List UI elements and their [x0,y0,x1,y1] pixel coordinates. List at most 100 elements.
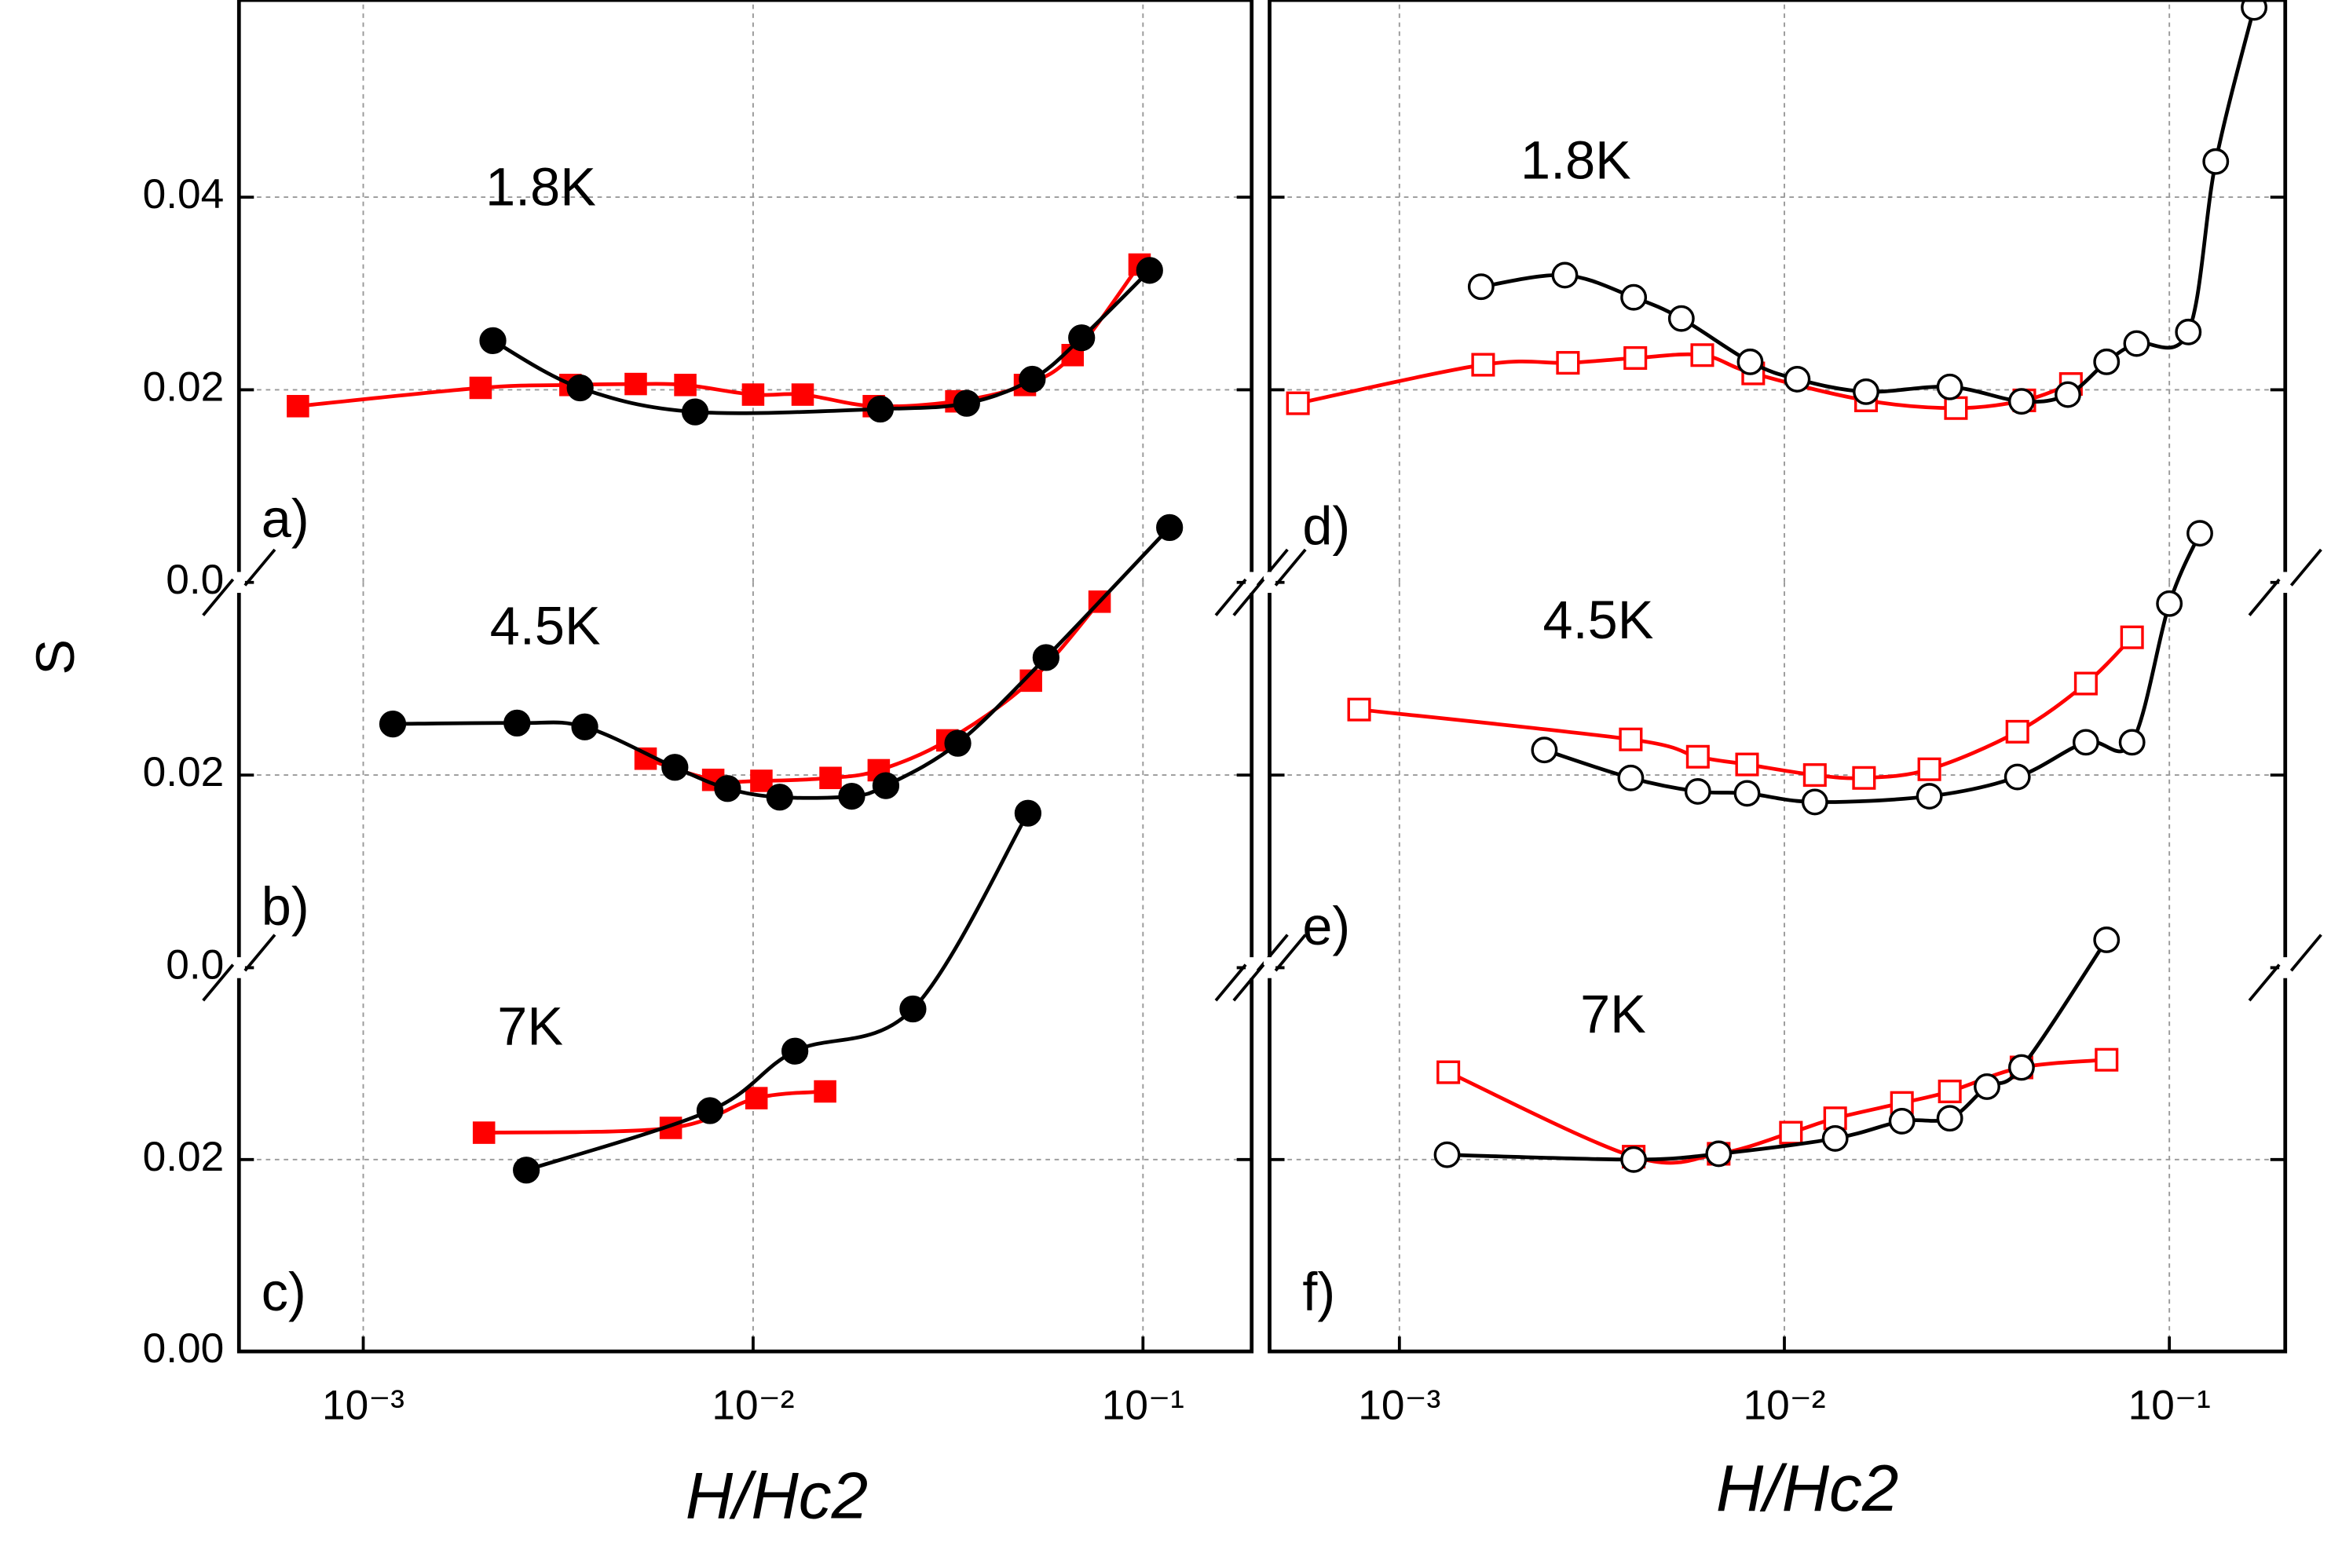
axis-break [1274,934,1307,972]
marker [479,327,507,354]
marker [287,395,309,418]
y-tick-label: 0.0 [166,941,224,988]
marker [1617,764,1645,791]
marker [2241,0,2267,21]
y-tick-label: 0.00 [143,1325,225,1372]
x-tick-label: 10⁻¹ [2128,1383,2211,1429]
marker [1347,697,1371,722]
marker [513,1157,540,1184]
marker [1690,343,1714,367]
marker [1156,514,1184,541]
frame [1268,0,2288,1354]
marker [745,1087,768,1109]
marker [1802,763,1827,788]
marker [1938,1080,1962,1104]
x-tick-label: 10⁻³ [322,1383,404,1429]
marker [866,395,895,423]
axis-break [1274,548,1307,587]
axis-break [202,578,235,616]
marker [1471,353,1495,377]
x-axis-label: H/Hc2 [1716,1451,1898,1525]
y-tick-label: 0.04 [143,171,225,217]
panel-label: c) [262,1262,306,1322]
x-tick-label: 10⁻² [712,1383,794,1429]
marker [661,754,689,781]
series-line [1447,938,2109,1162]
marker [1852,766,1876,790]
marker [838,782,865,810]
marker [503,709,531,736]
axis-break [2289,934,2322,972]
y-tick-label: 0.02 [143,364,225,410]
x-tick-label: 10⁻¹ [1102,1383,1184,1429]
marker [696,1097,724,1124]
marker [1667,305,1695,332]
axis-break-gap [2279,572,2292,594]
panel-label: f) [1302,1262,1335,1322]
marker [1821,1124,1849,1152]
axis-break [202,963,235,1002]
axis-break [2248,578,2281,616]
marker [1685,744,1710,769]
marker [791,383,814,406]
marker [2072,729,2099,756]
marker [1735,752,1759,777]
marker [1779,1120,1803,1145]
marker [379,710,407,738]
marker [1436,1060,1461,1084]
marker [571,713,598,740]
marker [714,775,741,802]
marker [1556,351,1580,375]
marker [2004,763,2031,791]
x-tick-label: 10⁻² [1743,1383,1825,1429]
marker [2186,520,2213,547]
marker [2095,1047,2119,1072]
panel-label: e) [1302,896,1350,956]
axis-break [2248,963,2281,1002]
axis-break [243,548,276,587]
marker [2202,148,2230,175]
marker [1801,788,1828,816]
marker [1917,757,1941,781]
marker [1684,778,1711,805]
marker [1936,373,1963,400]
marker [1620,1146,1648,1173]
marker [1136,257,1163,284]
marker [472,1121,496,1144]
annotation: 7K [1580,984,1646,1044]
marker [681,398,709,426]
marker [872,772,900,799]
marker [1032,644,1059,671]
x-tick-label: 10⁻³ [1358,1383,1440,1429]
series-line [484,1089,825,1135]
marker [2093,348,2121,375]
marker [624,372,647,396]
marker [814,1080,836,1103]
marker [1019,365,1046,393]
marker [741,383,765,406]
marker [1705,1140,1733,1168]
marker [1623,345,1648,370]
marker [2055,381,2081,408]
axis-break [2289,548,2322,587]
marker [1888,1107,1916,1135]
series-line [525,812,1030,1172]
panel-label: d) [1302,495,1350,556]
y-axis-label: S [25,639,86,675]
axis-break [243,934,276,972]
marker [944,729,972,757]
axis-break-gap [1263,572,1276,594]
marker [1853,378,1879,405]
marker [1014,799,1042,827]
marker [1736,348,1764,375]
marker [1531,736,1558,764]
marker [2005,719,2029,744]
marker [2123,330,2150,357]
axis-break-gap [1246,957,1258,978]
marker [1068,324,1096,352]
marker [1974,1073,2000,1100]
marker [1433,1141,1461,1168]
marker [566,374,594,402]
marker [1620,283,1648,311]
